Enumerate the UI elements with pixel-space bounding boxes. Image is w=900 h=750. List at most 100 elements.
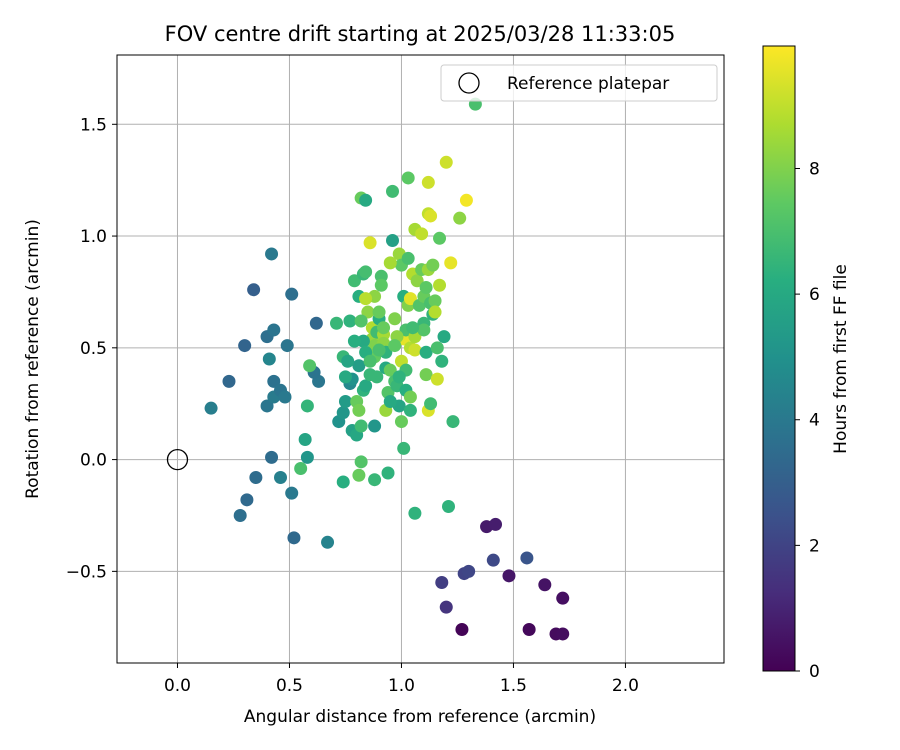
data-point: [446, 415, 460, 429]
plot-frame: [116, 54, 725, 664]
data-point: [428, 305, 442, 319]
data-point: [222, 374, 236, 388]
data-point: [403, 403, 417, 417]
reference-platepar-point: [166, 448, 189, 471]
data-point: [397, 441, 411, 455]
data-point: [419, 345, 433, 359]
data-point: [354, 314, 368, 328]
data-point: [408, 343, 422, 357]
data-point: [247, 283, 261, 297]
data-point: [556, 627, 570, 641]
data-point: [204, 401, 218, 415]
data-point: [294, 462, 308, 476]
data-point: [459, 193, 473, 207]
data-point: [336, 475, 350, 489]
data-point: [356, 334, 370, 348]
colorbar-tick-label: 4: [809, 411, 820, 431]
data-point: [486, 553, 500, 567]
data-point: [426, 258, 440, 272]
legend-marker: [458, 72, 480, 94]
data-point: [368, 473, 382, 487]
colorbar-ticks: 0 2 4 6 8: [795, 159, 820, 682]
data-point: [433, 278, 447, 292]
data-point: [265, 247, 279, 261]
data-point: [363, 354, 377, 368]
y-tick-label: −0.5: [66, 562, 107, 582]
data-point: [262, 352, 276, 366]
data-point: [406, 321, 420, 335]
data-point: [354, 455, 368, 469]
x-tick-label: 2.0: [612, 676, 639, 696]
data-point: [439, 155, 453, 169]
data-point: [338, 394, 352, 408]
colorbar: 0 2 4 6 8 Hours from first FF file: [762, 45, 851, 682]
data-point: [403, 292, 417, 306]
data-point: [260, 399, 274, 413]
data-point: [410, 274, 424, 288]
data-point: [298, 432, 312, 446]
data-point: [453, 211, 467, 225]
data-point: [421, 175, 435, 189]
data-point: [381, 466, 395, 480]
data-point: [330, 316, 344, 330]
data-point: [363, 368, 377, 382]
data-point: [444, 256, 458, 270]
data-point: [401, 251, 415, 265]
data-point: [265, 450, 279, 464]
x-axis-ticks: 0.0 0.5 1.0 1.5 2.0: [164, 663, 639, 696]
data-point: [388, 339, 402, 353]
data-point: [354, 419, 368, 433]
y-axis-ticks: −0.5 0.0 0.5 1.0 1.5: [66, 115, 117, 582]
data-point: [401, 171, 415, 185]
x-axis-label: Angular distance from reference (arcmin): [244, 707, 596, 727]
data-point: [359, 379, 373, 393]
data-point: [424, 397, 438, 411]
data-point: [336, 406, 350, 420]
x-tick-label: 0.0: [164, 676, 191, 696]
data-point: [430, 341, 444, 355]
data-point: [352, 468, 366, 482]
grid-lines: [117, 55, 724, 663]
data-point: [359, 292, 373, 306]
data-point: [415, 227, 429, 241]
data-point: [352, 359, 366, 373]
colorbar-tick-label: 2: [809, 536, 820, 556]
x-tick-label: 1.0: [388, 676, 415, 696]
x-tick-label: 1.5: [500, 676, 527, 696]
y-axis-label: Rotation from reference (arcmin): [23, 219, 43, 499]
data-point: [374, 278, 388, 292]
data-point: [383, 363, 397, 377]
data-point: [352, 403, 366, 417]
y-tick-label: 0.0: [80, 451, 107, 471]
y-tick-label: 1.0: [80, 227, 107, 247]
data-point: [249, 470, 263, 484]
colorbar-tick-label: 8: [809, 159, 820, 179]
colorbar-label: Hours from first FF file: [831, 264, 851, 454]
data-point: [274, 470, 288, 484]
data-point: [300, 399, 314, 413]
data-point: [419, 280, 433, 294]
data-point: [341, 354, 355, 368]
legend: Reference platepar: [440, 64, 718, 102]
data-point: [287, 531, 301, 545]
data-point: [455, 622, 469, 636]
data-point: [502, 569, 516, 583]
data-point: [424, 209, 438, 223]
data-point: [394, 415, 408, 429]
data-point: [300, 450, 314, 464]
data-point: [374, 269, 388, 283]
chart-title: FOV centre drift starting at 2025/03/28 …: [165, 22, 676, 46]
data-point: [392, 370, 406, 384]
data-point: [408, 506, 422, 520]
data-point: [435, 576, 449, 590]
data-point: [428, 294, 442, 308]
data-point: [522, 622, 536, 636]
data-point: [267, 374, 281, 388]
data-point: [430, 372, 444, 386]
data-point: [419, 368, 433, 382]
data-points: [204, 97, 570, 641]
x-tick-label: 0.5: [276, 676, 303, 696]
data-point: [347, 334, 361, 348]
data-point: [403, 390, 417, 404]
data-point: [309, 316, 323, 330]
